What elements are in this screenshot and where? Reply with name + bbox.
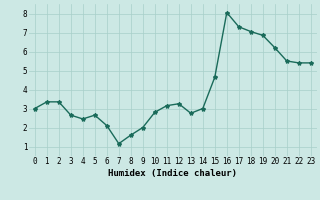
X-axis label: Humidex (Indice chaleur): Humidex (Indice chaleur) [108,169,237,178]
